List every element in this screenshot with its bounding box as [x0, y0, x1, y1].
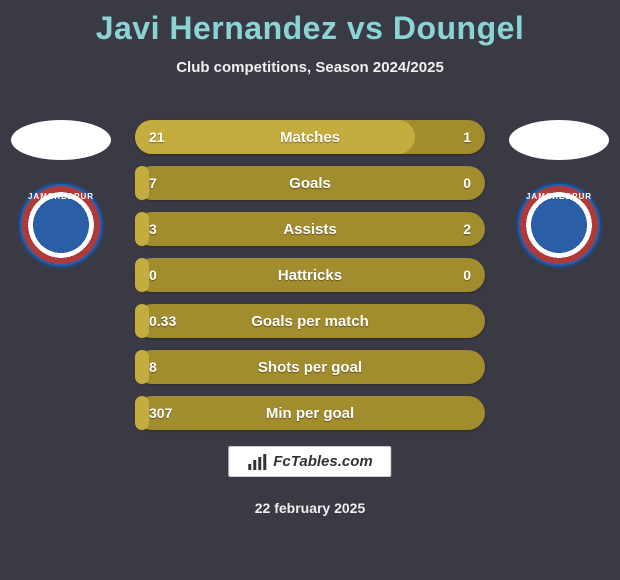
player-right-face-icon: [509, 120, 609, 160]
stat-value-right: 0: [463, 267, 471, 283]
stat-row: 307Min per goal: [135, 396, 485, 430]
stat-fill: [135, 120, 415, 154]
stat-fill: [135, 166, 149, 200]
stat-value-left: 0: [149, 267, 157, 283]
stat-value-left: 0.33: [149, 313, 176, 329]
stat-label: Assists: [135, 221, 485, 238]
stat-value-left: 3: [149, 221, 157, 237]
stat-row: 0Hattricks0: [135, 258, 485, 292]
stat-row: 8Shots per goal: [135, 350, 485, 384]
stat-row: 3Assists2: [135, 212, 485, 246]
stat-row: 7Goals0: [135, 166, 485, 200]
page-title: Javi Hernandez vs Doungel: [0, 0, 620, 47]
stat-label: Shots per goal: [135, 359, 485, 376]
branding-text: FcTables.com: [273, 453, 372, 470]
stat-value-left: 21: [149, 129, 165, 145]
stat-value-right: 2: [463, 221, 471, 237]
stat-fill: [135, 396, 149, 430]
stat-value-right: 0: [463, 175, 471, 191]
date-text: 22 february 2025: [0, 500, 620, 516]
stat-label: Hattricks: [135, 267, 485, 284]
club-badge-right: [516, 182, 602, 268]
stat-value-left: 7: [149, 175, 157, 191]
branding-badge: FcTables.com: [228, 446, 391, 477]
stat-fill: [135, 212, 149, 246]
player-left-panel: [6, 120, 116, 268]
stat-label: Min per goal: [135, 405, 485, 422]
stat-value-right: 1: [463, 129, 471, 145]
chart-icon: [247, 454, 267, 470]
stat-value-left: 307: [149, 405, 172, 421]
stat-label: Goals: [135, 175, 485, 192]
player-right-panel: [504, 120, 614, 268]
player-left-face-icon: [11, 120, 111, 160]
stat-fill: [135, 350, 149, 384]
stat-row: 0.33Goals per match: [135, 304, 485, 338]
stat-fill: [135, 258, 149, 292]
stat-value-left: 8: [149, 359, 157, 375]
club-badge-left: [18, 182, 104, 268]
stat-row: 21Matches1: [135, 120, 485, 154]
subtitle: Club competitions, Season 2024/2025: [0, 59, 620, 76]
stats-container: 21Matches17Goals03Assists20Hattricks00.3…: [135, 120, 485, 442]
stat-fill: [135, 304, 149, 338]
stat-label: Goals per match: [135, 313, 485, 330]
